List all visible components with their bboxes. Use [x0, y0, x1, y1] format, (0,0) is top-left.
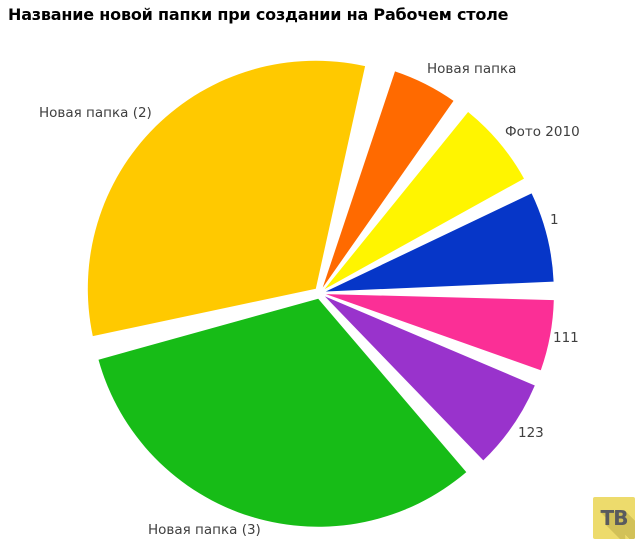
pie-slice-3: [325, 193, 554, 292]
slice-label-novaya-papka-3: Новая папка (3): [148, 522, 261, 538]
pie-slice-6: [98, 298, 467, 527]
tv-watermark-text: ТВ: [600, 506, 629, 530]
pie-slice-2: [324, 112, 524, 290]
tv-watermark-logo: ТВ: [593, 497, 635, 539]
pie-slice-7: [87, 60, 366, 337]
slice-label-foto-2010: Фото 2010: [505, 124, 580, 140]
pie-slice-1: [322, 71, 454, 288]
pie-slice-4: [325, 294, 554, 371]
slice-label-123: 123: [518, 425, 544, 441]
slice-label-1: 1: [550, 212, 559, 228]
slice-label-111: 111: [553, 330, 579, 346]
slice-label-novaya-papka: Новая папка: [427, 61, 517, 77]
slice-label-novaya-papka-2: Новая папка (2): [39, 105, 152, 121]
pie-slice-5: [324, 296, 535, 461]
chart-title: Название новой папки при создании на Раб…: [8, 5, 509, 24]
